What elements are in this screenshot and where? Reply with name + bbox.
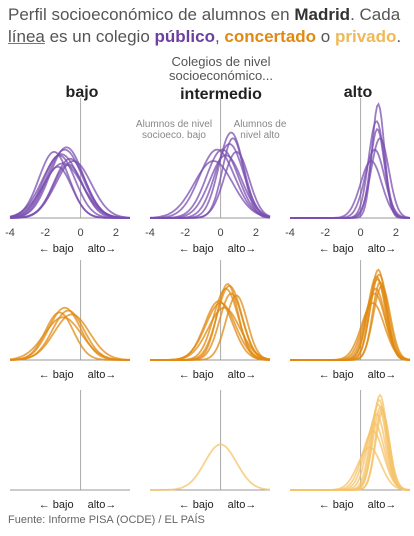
tick-label-alto-0: -4 <box>285 227 295 239</box>
axis-low-label-publico-intermedio: ← bajo <box>179 243 214 255</box>
tick-label-bajo-3: 2 <box>113 227 119 239</box>
axis-high-label-concertado-bajo: alto→ <box>88 369 117 381</box>
axis-high-label-privado-alto: alto→ <box>368 499 397 511</box>
tick-label-intermedio-3: 2 <box>253 227 259 239</box>
tick-label-intermedio-0: -4 <box>145 227 155 239</box>
axis-low-label-publico-bajo: ← bajo <box>39 243 74 255</box>
axis-high-label-privado-bajo: alto→ <box>88 499 117 511</box>
density-curve-concertado-alto-8 <box>290 302 411 361</box>
axis-low-label-publico-alto: ← bajo <box>319 243 354 255</box>
title-publico: público <box>154 27 215 46</box>
title-sep-2: o <box>316 27 335 46</box>
title-concertado: concertado <box>224 27 317 46</box>
axis-low-label-concertado-alto: ← bajo <box>319 369 354 381</box>
header-note-1: Colegios de nivel <box>171 54 270 69</box>
axis-high-label-concertado-intermedio: alto→ <box>228 369 257 381</box>
annotation-low-1: Alumnos de nivel <box>136 119 212 130</box>
title-text-2: . Cada <box>350 5 401 24</box>
density-curve-concertado-alto-6 <box>290 284 411 361</box>
tick-label-alto-1: -2 <box>320 227 330 239</box>
density-curve-publico-intermedio-2 <box>150 148 271 219</box>
axis-low-label-privado-alto: ← bajo <box>319 499 354 511</box>
density-curve-privado-intermedio-0 <box>150 443 271 491</box>
density-curve-publico-bajo-9 <box>10 163 130 219</box>
density-curve-concertado-bajo-1 <box>10 311 130 361</box>
axis-low-label-concertado-bajo: ← bajo <box>39 369 74 381</box>
tick-label-intermedio-1: -2 <box>180 227 190 239</box>
tick-label-bajo-0: -4 <box>5 227 15 239</box>
annotation-high-2: nivel alto <box>240 130 280 141</box>
density-curve-publico-alto-5 <box>290 127 410 219</box>
tick-label-alto-3: 2 <box>393 227 399 239</box>
tick-label-intermedio-2: 0 <box>218 227 224 239</box>
axis-high-label-concertado-alto: alto→ <box>368 369 397 381</box>
density-curve-publico-intermedio-7 <box>150 160 271 219</box>
chart-title: Perfil socioeconómico de alumnos en Madr… <box>8 4 408 48</box>
axis-low-label-privado-intermedio: ← bajo <box>179 499 214 511</box>
density-curve-concertado-bajo-4 <box>10 309 130 361</box>
density-curve-privado-alto-9 <box>290 446 410 491</box>
title-text-3: es un colegio <box>44 27 155 46</box>
source-note: Fuente: Informe PISA (OCDE) / EL PAÍS <box>8 514 205 526</box>
density-curve-publico-intermedio-6 <box>150 131 271 219</box>
axis-low-label-privado-bajo: ← bajo <box>39 499 74 511</box>
title-sep-1: , <box>214 27 225 46</box>
axis-low-label-concertado-intermedio: ← bajo <box>179 369 214 381</box>
tick-label-bajo-2: 0 <box>78 227 84 239</box>
title-text-1: Perfil socioeconómico de alumnos en <box>8 5 295 24</box>
header-note-2: socioeconómico... <box>169 68 273 83</box>
tick-label-bajo-1: -2 <box>40 227 50 239</box>
column-label-alto: alto <box>344 84 373 101</box>
axis-high-label-publico-intermedio: alto→ <box>228 243 257 255</box>
annotation-high-1: Alumnos de <box>234 119 287 130</box>
axis-high-label-publico-alto: alto→ <box>368 243 397 255</box>
column-label-intermedio: intermedio <box>180 86 262 103</box>
density-curve-concertado-intermedio-7 <box>150 283 270 361</box>
tick-label-alto-2: 0 <box>358 227 364 239</box>
annotation-low-2: socioeco. bajo <box>142 130 206 141</box>
column-label-bajo: bajo <box>66 84 99 101</box>
axis-high-label-privado-intermedio: alto→ <box>228 499 257 511</box>
title-linea: línea <box>8 27 45 46</box>
title-end: . <box>396 27 402 46</box>
title-city: Madrid <box>294 5 351 24</box>
title-privado: privado <box>334 27 397 46</box>
axis-high-label-publico-bajo: alto→ <box>88 243 117 255</box>
